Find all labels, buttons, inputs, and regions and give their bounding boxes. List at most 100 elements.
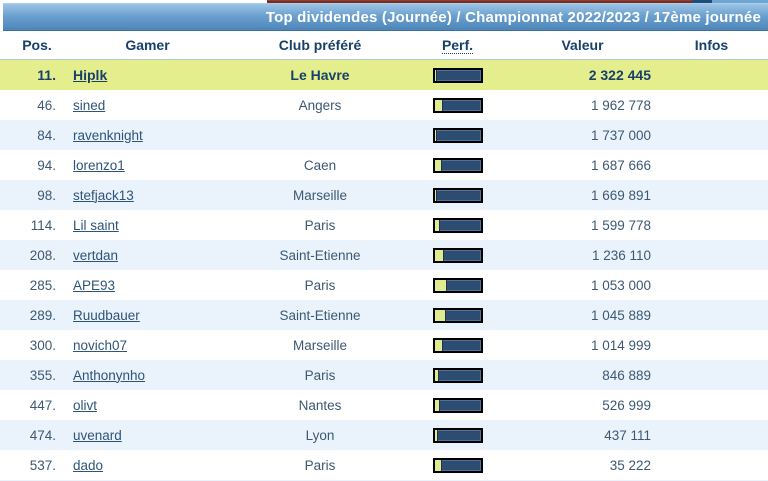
rank-cell: 98. (37, 187, 56, 203)
perf-bar-fill (434, 339, 444, 351)
gamer-cell: lorenzo1 (60, 158, 235, 173)
club-cell: Lyon (305, 427, 335, 443)
gamer-cell: vertdan (60, 248, 235, 263)
value-cell: 526 999 (602, 397, 651, 413)
perf-sort-link[interactable]: Perf. (441, 36, 474, 54)
club-cell: Angers (298, 97, 342, 113)
value-cell: 1 737 000 (590, 127, 651, 143)
table-row: 94. lorenzo1 Caen 1 687 666 (0, 150, 768, 180)
top-edge-strip (0, 0, 768, 3)
rank-cell: 46. (37, 97, 56, 113)
club-cell: Marseille (292, 187, 347, 203)
gamer-cell: stefjack13 (60, 188, 235, 203)
gamer-link[interactable]: olivt (73, 397, 98, 413)
table-row: 46. sined Angers 1 962 778 (0, 90, 768, 120)
column-header-infos: Infos (694, 37, 729, 53)
value-cell: 846 889 (602, 367, 651, 383)
perf-bar-fill (434, 279, 448, 291)
gamer-cell: APE93 (60, 278, 235, 293)
gamer-link[interactable]: Lil saint (73, 217, 119, 233)
gamer-link[interactable]: ravenknight (73, 127, 143, 143)
gamer-cell: sined (60, 98, 235, 113)
rank-cell: 208. (29, 247, 56, 263)
gamer-link[interactable]: Anthonynho (73, 367, 146, 383)
column-header-club: Club préféré (278, 37, 362, 53)
perf-cell (405, 67, 510, 83)
perf-bar-fill (434, 69, 437, 81)
column-header-valeur: Valeur (561, 37, 604, 53)
table-row: 208. vertdan Saint-Etienne 1 236 110 (0, 240, 768, 270)
rank-cell: 447. (29, 397, 56, 413)
gamer-link[interactable]: Ruudbauer (73, 307, 140, 323)
table-title-bar: Top dividendes (Journée) / Championnat 2… (3, 3, 768, 31)
perf-cell (405, 247, 510, 263)
value-cell: 1 236 110 (591, 247, 651, 263)
perf-bar-fill (434, 129, 437, 141)
table-row: 84. ravenknight 1 737 000 (0, 120, 768, 150)
perf-bar-fill (434, 309, 446, 321)
table-row: 355. Anthonynho Paris 846 889 (0, 360, 768, 390)
gamer-link[interactable]: vertdan (73, 247, 119, 263)
table-row: 300. novich07 Marseille 1 014 999 (0, 330, 768, 360)
gamer-link[interactable]: stefjack13 (73, 187, 134, 203)
perf-bar (432, 457, 483, 473)
gamer-link[interactable]: lorenzo1 (73, 157, 125, 173)
perf-bar (432, 217, 483, 233)
gamer-link[interactable]: Hiplk (73, 67, 108, 83)
value-cell: 1 687 666 (590, 157, 651, 173)
value-cell: 35 222 (609, 457, 651, 473)
club-cell: Saint-Etienne (279, 307, 361, 323)
value-cell: 1 599 778 (590, 217, 651, 233)
table-row: 447. olivt Nantes 526 999 (0, 390, 768, 420)
perf-cell (405, 367, 510, 383)
gamer-cell: Anthonynho (60, 368, 235, 383)
value-cell: 1 669 891 (590, 187, 651, 203)
table-row: 289. Ruudbauer Saint-Etienne 1 045 889 (0, 300, 768, 330)
perf-bar (432, 127, 483, 143)
value-cell: 437 111 (604, 427, 651, 443)
gamer-cell: Lil saint (60, 218, 235, 233)
club-cell: Nantes (298, 397, 342, 413)
perf-bar (432, 397, 483, 413)
table-row: 98. stefjack13 Marseille 1 669 891 (0, 180, 768, 210)
table-row: 537. dado Paris 35 222 (0, 450, 768, 480)
perf-cell (405, 217, 510, 233)
table-row: 285. APE93 Paris 1 053 000 (0, 270, 768, 300)
gamer-link[interactable]: novich07 (73, 337, 128, 353)
rank-cell: 94. (37, 157, 56, 173)
perf-bar (432, 307, 483, 323)
rank-cell: 537. (29, 457, 56, 473)
perf-bar-fill (434, 369, 439, 381)
rank-cell: 355. (29, 367, 56, 383)
perf-bar (432, 157, 483, 173)
perf-cell (405, 427, 510, 443)
club-cell: Caen (303, 157, 337, 173)
club-cell: Marseille (292, 337, 347, 353)
perf-bar (432, 337, 483, 353)
perf-bar-fill (434, 189, 438, 201)
table-header-row: Pos. Gamer Club préféré Perf. Valeur Inf… (0, 31, 768, 60)
gamer-cell: dado (60, 458, 235, 473)
page-title: Top dividendes (Journée) / Championnat 2… (265, 8, 761, 26)
table-row: 114. Lil saint Paris 1 599 778 (0, 210, 768, 240)
perf-bar-fill (434, 219, 440, 231)
club-cell: Paris (304, 457, 336, 473)
perf-bar-fill (434, 249, 445, 261)
perf-cell (405, 187, 510, 203)
gamer-link[interactable]: uvenard (73, 427, 122, 443)
gamer-cell: novich07 (60, 338, 235, 353)
top-strip-white (0, 0, 267, 3)
club-cell: Saint-Etienne (279, 247, 361, 263)
table-body: 11. Hiplk Le Havre 2 322 445 46. sined A… (0, 60, 768, 480)
perf-bar (432, 247, 483, 263)
gamer-cell: ravenknight (60, 128, 235, 143)
top-strip-blue (712, 0, 768, 3)
gamer-link[interactable]: APE93 (73, 277, 116, 293)
gamer-link[interactable]: dado (73, 457, 104, 473)
value-cell: 2 322 445 (588, 67, 651, 83)
gamer-link[interactable]: sined (73, 97, 106, 113)
perf-cell (405, 337, 510, 353)
gamer-cell: Ruudbauer (60, 308, 235, 323)
top-strip-navy (692, 0, 712, 3)
